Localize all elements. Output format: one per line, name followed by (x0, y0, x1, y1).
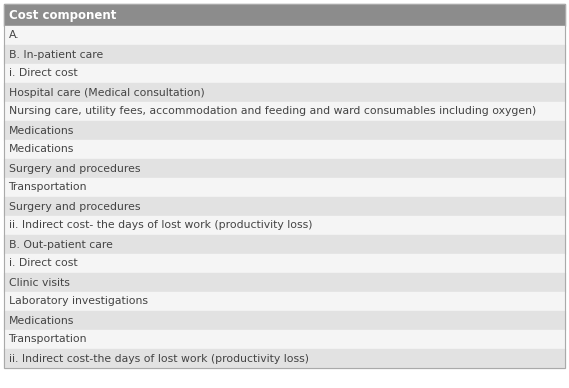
Bar (4, 64, 565, 83)
Text: Surgery and procedures: Surgery and procedures (9, 163, 140, 173)
Text: Laboratory investigations: Laboratory investigations (9, 296, 147, 307)
Bar (4, 235, 565, 254)
Text: Transportation: Transportation (9, 334, 87, 345)
Text: Hospital care (Medical consultation): Hospital care (Medical consultation) (9, 88, 204, 97)
Text: Transportation: Transportation (9, 182, 87, 192)
Text: Cost component: Cost component (9, 9, 116, 21)
Text: ii. Indirect cost- the days of lost work (productivity loss): ii. Indirect cost- the days of lost work… (9, 220, 312, 230)
Bar (4, 330, 565, 349)
Bar (4, 292, 565, 311)
Text: Medications: Medications (9, 315, 74, 326)
Text: B. Out-patient care: B. Out-patient care (9, 239, 113, 249)
Bar (4, 197, 565, 216)
Text: ii. Indirect cost-the days of lost work (productivity loss): ii. Indirect cost-the days of lost work … (9, 353, 308, 364)
Bar (4, 102, 565, 121)
Bar (4, 254, 565, 273)
Text: i. Direct cost: i. Direct cost (9, 69, 77, 78)
Bar (4, 4, 565, 26)
Text: B. In-patient care: B. In-patient care (9, 50, 103, 59)
Text: Clinic visits: Clinic visits (9, 277, 69, 288)
Text: Medications: Medications (9, 144, 74, 154)
Bar (4, 178, 565, 197)
Text: Nursing care, utility fees, accommodation and feeding and ward consumables inclu: Nursing care, utility fees, accommodatio… (9, 106, 536, 116)
Text: Medications: Medications (9, 125, 74, 135)
Bar (4, 349, 565, 368)
Bar (4, 83, 565, 102)
Bar (4, 311, 565, 330)
Bar (4, 26, 565, 45)
Bar (4, 121, 565, 140)
Text: i. Direct cost: i. Direct cost (9, 258, 77, 268)
Bar (4, 159, 565, 178)
Text: A.: A. (9, 31, 19, 40)
Bar (4, 140, 565, 159)
Bar (4, 273, 565, 292)
Bar (4, 216, 565, 235)
Text: Surgery and procedures: Surgery and procedures (9, 201, 140, 211)
Bar (4, 45, 565, 64)
